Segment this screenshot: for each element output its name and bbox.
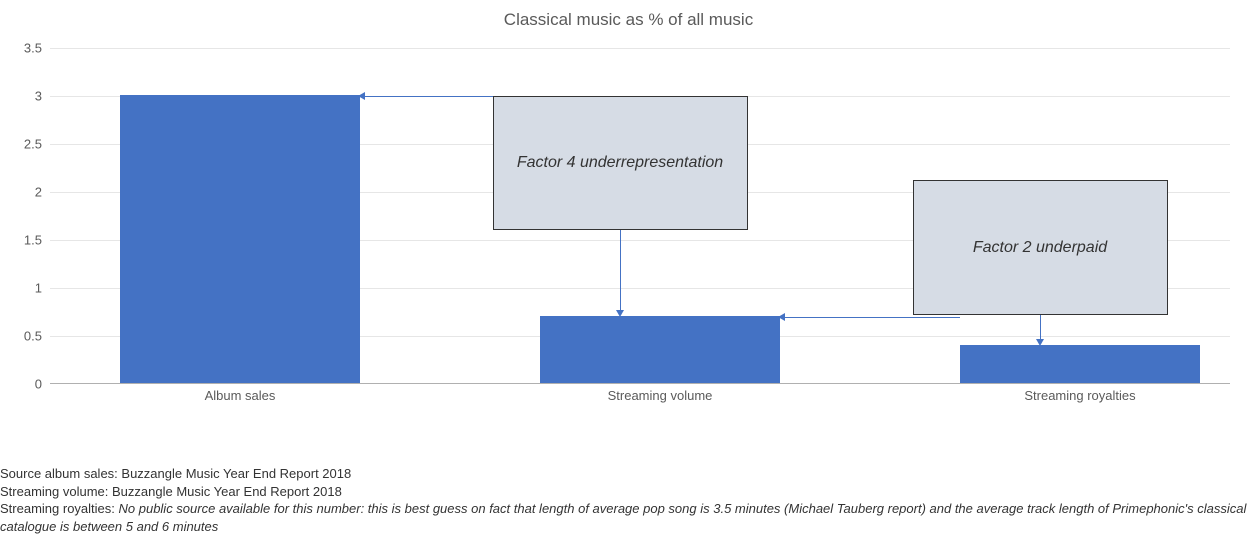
bar: [960, 345, 1200, 383]
source-value: Buzzangle Music Year End Report 2018: [121, 466, 351, 481]
arrowhead-icon: [358, 92, 365, 100]
source-line-1: Source album sales: Buzzangle Music Year…: [0, 465, 1257, 483]
y-axis-label: 1: [35, 281, 42, 296]
source-line-2: Streaming volume: Buzzangle Music Year E…: [0, 483, 1257, 501]
y-axis-label: 3: [35, 89, 42, 104]
x-axis-label: Streaming volume: [608, 388, 713, 403]
callout-box: Factor 2 underpaid: [913, 180, 1168, 314]
y-axis-label: 1.5: [24, 233, 42, 248]
y-axis-label: 0.5: [24, 329, 42, 344]
arrowhead-icon: [778, 313, 785, 321]
chart-container: Classical music as % of all music 00.511…: [0, 0, 1257, 440]
arrowhead-icon: [1036, 339, 1044, 346]
source-label: Streaming royalties:: [0, 501, 119, 516]
chart-title: Classical music as % of all music: [0, 0, 1257, 30]
y-axis-label: 0: [35, 377, 42, 392]
y-axis-label: 3.5: [24, 41, 42, 56]
callout-box: Factor 4 underrepresentation: [493, 96, 748, 230]
callout-arrow: [1040, 315, 1041, 340]
bar: [540, 316, 780, 383]
source-value: Buzzangle Music Year End Report 2018: [112, 484, 342, 499]
source-notes: Source album sales: Buzzangle Music Year…: [0, 465, 1257, 535]
plot-area: 00.511.522.533.5Album salesStreaming vol…: [50, 48, 1230, 384]
arrowhead-icon: [616, 310, 624, 317]
source-line-3: Streaming royalties: No public source av…: [0, 500, 1257, 535]
bridge-line: [780, 317, 960, 318]
y-axis-label: 2: [35, 185, 42, 200]
source-label: Source album sales:: [0, 466, 121, 481]
x-axis-label: Streaming royalties: [1024, 388, 1135, 403]
grid-line: [50, 48, 1230, 49]
x-axis-label: Album sales: [205, 388, 276, 403]
callout-arrow: [620, 230, 621, 310]
y-axis-label: 2.5: [24, 137, 42, 152]
source-label: Streaming volume:: [0, 484, 112, 499]
source-value: No public source available for this numb…: [0, 501, 1246, 534]
bar: [120, 95, 360, 383]
